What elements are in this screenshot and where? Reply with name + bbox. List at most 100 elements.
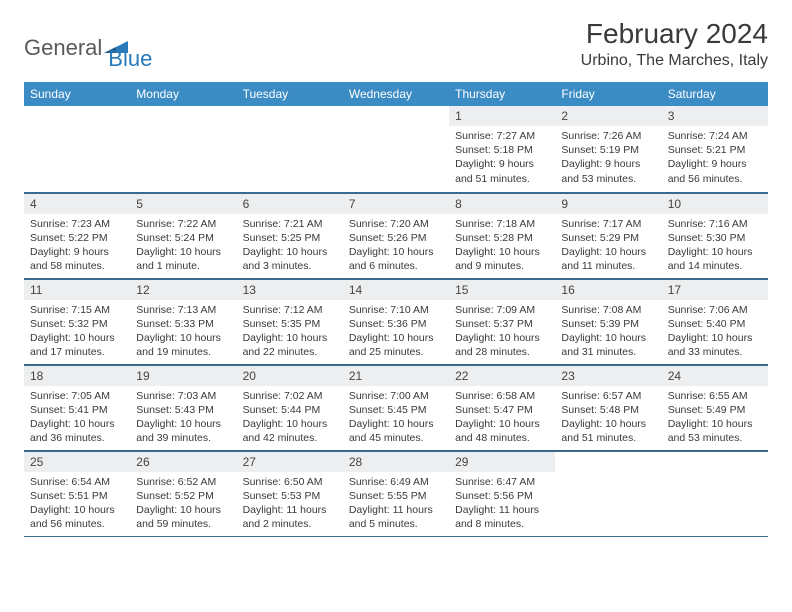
daylight-text-2: and 25 minutes. xyxy=(349,345,443,359)
sunset-text: Sunset: 5:32 PM xyxy=(30,317,124,331)
sunrise-text: Sunrise: 6:50 AM xyxy=(243,475,337,489)
empty-cell xyxy=(555,450,661,536)
day-header-sunday: Sunday xyxy=(24,82,130,106)
day-details: Sunrise: 7:06 AMSunset: 5:40 PMDaylight:… xyxy=(662,300,768,363)
day-number: 10 xyxy=(662,193,768,214)
daylight-text-2: and 42 minutes. xyxy=(243,431,337,445)
day-cell: 1Sunrise: 7:27 AMSunset: 5:18 PMDaylight… xyxy=(449,106,555,192)
sunset-text: Sunset: 5:43 PM xyxy=(136,403,230,417)
day-number: 11 xyxy=(24,279,130,300)
day-header-row: SundayMondayTuesdayWednesdayThursdayFrid… xyxy=(24,82,768,106)
sunset-text: Sunset: 5:26 PM xyxy=(349,231,443,245)
daylight-text: Daylight: 10 hours xyxy=(455,245,549,259)
day-cell: 7Sunrise: 7:20 AMSunset: 5:26 PMDaylight… xyxy=(343,192,449,278)
sunrise-text: Sunrise: 7:08 AM xyxy=(561,303,655,317)
daylight-text: Daylight: 9 hours xyxy=(668,157,762,171)
day-details: Sunrise: 6:49 AMSunset: 5:55 PMDaylight:… xyxy=(343,472,449,535)
day-number: 17 xyxy=(662,279,768,300)
day-details: Sunrise: 6:55 AMSunset: 5:49 PMDaylight:… xyxy=(662,386,768,449)
day-details: Sunrise: 7:27 AMSunset: 5:18 PMDaylight:… xyxy=(449,126,555,189)
daylight-text-2: and 45 minutes. xyxy=(349,431,443,445)
day-details: Sunrise: 7:17 AMSunset: 5:29 PMDaylight:… xyxy=(555,214,661,277)
day-number: 28 xyxy=(343,451,449,472)
week-row: 25Sunrise: 6:54 AMSunset: 5:51 PMDayligh… xyxy=(24,450,768,536)
day-details: Sunrise: 6:52 AMSunset: 5:52 PMDaylight:… xyxy=(130,472,236,535)
day-cell: 24Sunrise: 6:55 AMSunset: 5:49 PMDayligh… xyxy=(662,364,768,450)
daylight-text-2: and 51 minutes. xyxy=(455,172,549,186)
month-title: February 2024 xyxy=(581,18,768,50)
empty-bar xyxy=(555,451,661,472)
empty-bar xyxy=(662,451,768,472)
daylight-text-2: and 39 minutes. xyxy=(136,431,230,445)
daylight-text: Daylight: 10 hours xyxy=(30,331,124,345)
sunset-text: Sunset: 5:18 PM xyxy=(455,143,549,157)
sunrise-text: Sunrise: 7:15 AM xyxy=(30,303,124,317)
title-block: February 2024 Urbino, The Marches, Italy xyxy=(581,18,768,70)
daylight-text-2: and 48 minutes. xyxy=(455,431,549,445)
sunrise-text: Sunrise: 7:21 AM xyxy=(243,217,337,231)
day-header-monday: Monday xyxy=(130,82,236,106)
logo: General Blue xyxy=(24,24,152,72)
daylight-text-2: and 11 minutes. xyxy=(561,259,655,273)
day-number: 21 xyxy=(343,365,449,386)
daylight-text-2: and 56 minutes. xyxy=(30,517,124,531)
day-cell: 28Sunrise: 6:49 AMSunset: 5:55 PMDayligh… xyxy=(343,450,449,536)
day-cell: 25Sunrise: 6:54 AMSunset: 5:51 PMDayligh… xyxy=(24,450,130,536)
daylight-text-2: and 1 minute. xyxy=(136,259,230,273)
day-cell: 14Sunrise: 7:10 AMSunset: 5:36 PMDayligh… xyxy=(343,278,449,364)
daylight-text: Daylight: 10 hours xyxy=(668,245,762,259)
sunset-text: Sunset: 5:29 PM xyxy=(561,231,655,245)
day-cell: 15Sunrise: 7:09 AMSunset: 5:37 PMDayligh… xyxy=(449,278,555,364)
day-number: 2 xyxy=(555,106,661,126)
sunrise-text: Sunrise: 7:13 AM xyxy=(136,303,230,317)
daylight-text: Daylight: 10 hours xyxy=(136,503,230,517)
sunset-text: Sunset: 5:53 PM xyxy=(243,489,337,503)
daylight-text: Daylight: 10 hours xyxy=(136,331,230,345)
day-number: 3 xyxy=(662,106,768,126)
day-details: Sunrise: 7:09 AMSunset: 5:37 PMDaylight:… xyxy=(449,300,555,363)
daylight-text-2: and 28 minutes. xyxy=(455,345,549,359)
sunset-text: Sunset: 5:49 PM xyxy=(668,403,762,417)
day-details: Sunrise: 7:10 AMSunset: 5:36 PMDaylight:… xyxy=(343,300,449,363)
sunrise-text: Sunrise: 6:55 AM xyxy=(668,389,762,403)
day-cell: 29Sunrise: 6:47 AMSunset: 5:56 PMDayligh… xyxy=(449,450,555,536)
sunset-text: Sunset: 5:55 PM xyxy=(349,489,443,503)
daylight-text-2: and 6 minutes. xyxy=(349,259,443,273)
sunset-text: Sunset: 5:24 PM xyxy=(136,231,230,245)
sunset-text: Sunset: 5:28 PM xyxy=(455,231,549,245)
calendar-table: SundayMondayTuesdayWednesdayThursdayFrid… xyxy=(24,82,768,537)
daylight-text: Daylight: 10 hours xyxy=(30,417,124,431)
logo-text-blue: Blue xyxy=(108,46,152,72)
day-details: Sunrise: 7:08 AMSunset: 5:39 PMDaylight:… xyxy=(555,300,661,363)
daylight-text-2: and 53 minutes. xyxy=(668,431,762,445)
day-number: 25 xyxy=(24,451,130,472)
day-details: Sunrise: 6:47 AMSunset: 5:56 PMDaylight:… xyxy=(449,472,555,535)
day-header-friday: Friday xyxy=(555,82,661,106)
daylight-text: Daylight: 10 hours xyxy=(136,245,230,259)
daylight-text-2: and 53 minutes. xyxy=(561,172,655,186)
sunrise-text: Sunrise: 7:20 AM xyxy=(349,217,443,231)
sunset-text: Sunset: 5:19 PM xyxy=(561,143,655,157)
day-number: 24 xyxy=(662,365,768,386)
day-cell: 13Sunrise: 7:12 AMSunset: 5:35 PMDayligh… xyxy=(237,278,343,364)
day-details: Sunrise: 7:23 AMSunset: 5:22 PMDaylight:… xyxy=(24,214,130,277)
page-header: General Blue February 2024 Urbino, The M… xyxy=(24,18,768,72)
daylight-text: Daylight: 10 hours xyxy=(243,331,337,345)
sunset-text: Sunset: 5:48 PM xyxy=(561,403,655,417)
day-details: Sunrise: 7:13 AMSunset: 5:33 PMDaylight:… xyxy=(130,300,236,363)
day-details: Sunrise: 6:58 AMSunset: 5:47 PMDaylight:… xyxy=(449,386,555,449)
day-cell: 12Sunrise: 7:13 AMSunset: 5:33 PMDayligh… xyxy=(130,278,236,364)
sunrise-text: Sunrise: 7:10 AM xyxy=(349,303,443,317)
day-number: 26 xyxy=(130,451,236,472)
sunrise-text: Sunrise: 7:18 AM xyxy=(455,217,549,231)
daylight-text: Daylight: 9 hours xyxy=(561,157,655,171)
daylight-text: Daylight: 10 hours xyxy=(668,331,762,345)
sunrise-text: Sunrise: 6:49 AM xyxy=(349,475,443,489)
day-details: Sunrise: 6:54 AMSunset: 5:51 PMDaylight:… xyxy=(24,472,130,535)
week-row: 18Sunrise: 7:05 AMSunset: 5:41 PMDayligh… xyxy=(24,364,768,450)
day-cell: 3Sunrise: 7:24 AMSunset: 5:21 PMDaylight… xyxy=(662,106,768,192)
sunrise-text: Sunrise: 7:24 AM xyxy=(668,129,762,143)
sunset-text: Sunset: 5:37 PM xyxy=(455,317,549,331)
sunset-text: Sunset: 5:25 PM xyxy=(243,231,337,245)
sunset-text: Sunset: 5:45 PM xyxy=(349,403,443,417)
